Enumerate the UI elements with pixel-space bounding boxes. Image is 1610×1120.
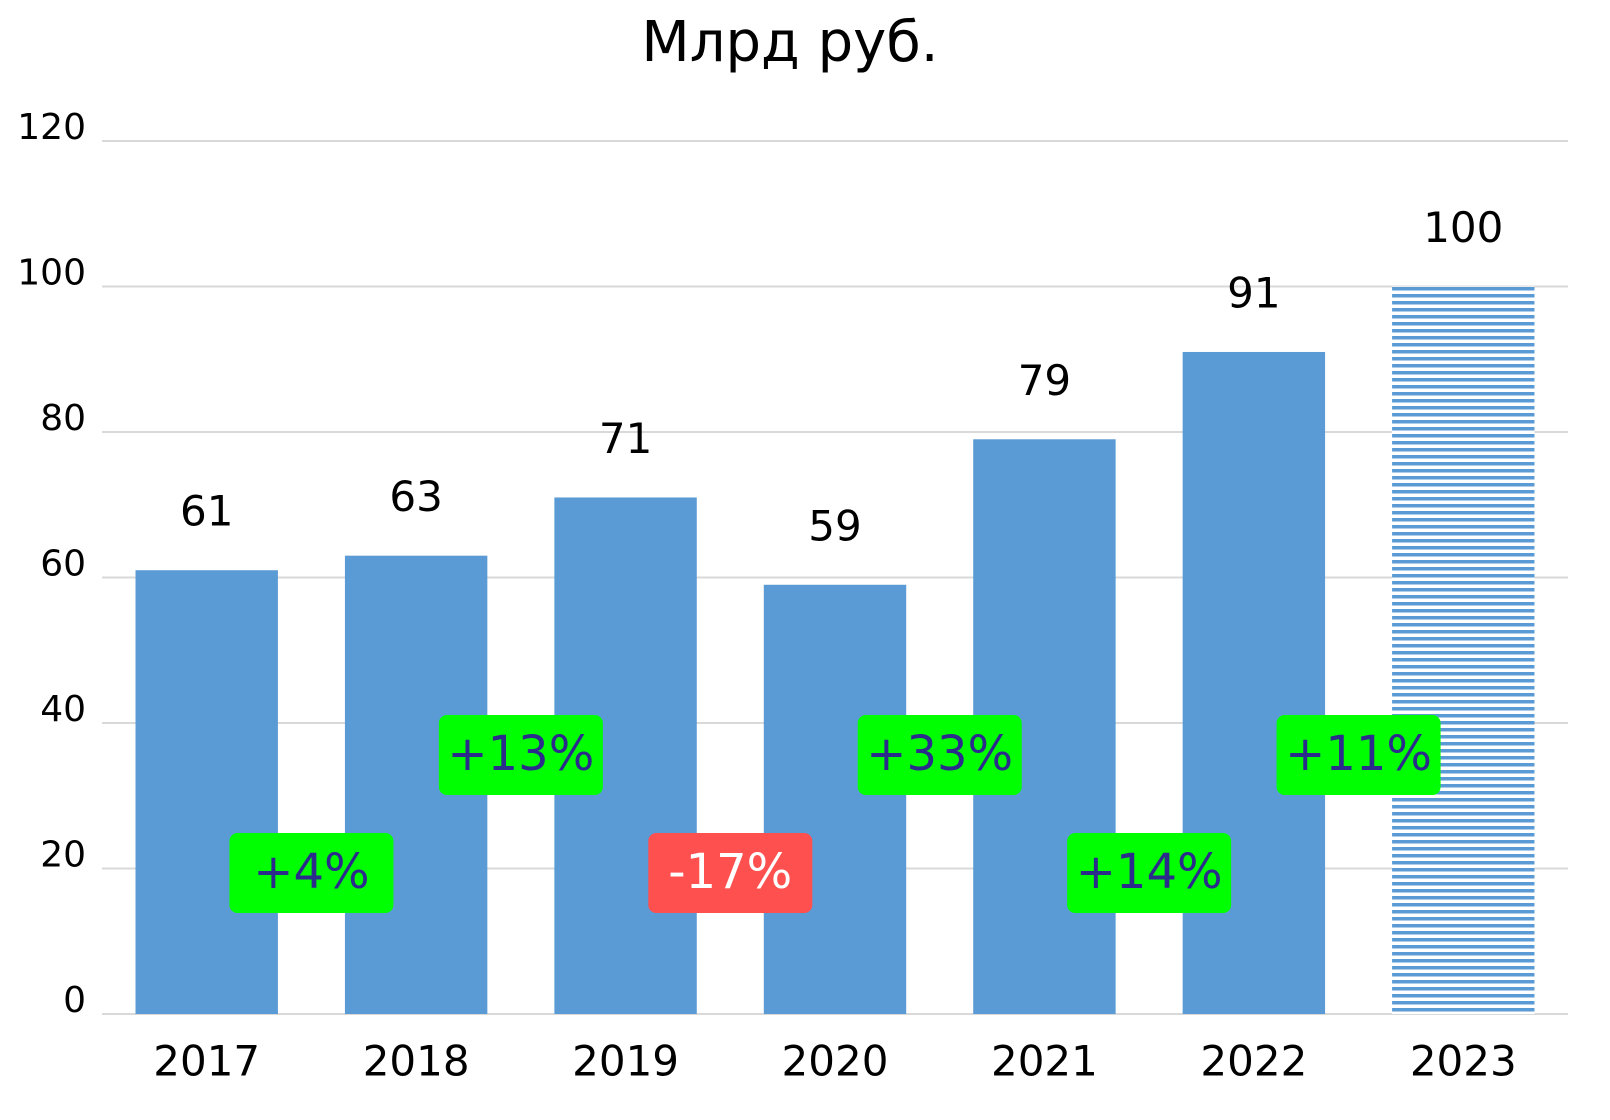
y-tick-label: 0 bbox=[63, 980, 86, 1021]
bar bbox=[1182, 351, 1326, 1015]
x-tick-label: 2022 bbox=[1200, 1037, 1307, 1086]
change-label: +14% bbox=[1076, 844, 1223, 900]
change-badge bbox=[857, 715, 1022, 795]
value-label: 71 bbox=[599, 414, 652, 463]
change-badge bbox=[438, 715, 603, 795]
change-badge bbox=[648, 833, 813, 913]
change-label: -17% bbox=[668, 844, 792, 900]
change-label: +33% bbox=[866, 726, 1013, 782]
x-tick-label: 2020 bbox=[782, 1037, 889, 1086]
value-label: 91 bbox=[1227, 268, 1280, 317]
bar bbox=[1392, 286, 1535, 1014]
bar bbox=[135, 570, 278, 1014]
y-tick-label: 100 bbox=[17, 253, 86, 294]
y-tick-label: 80 bbox=[40, 398, 86, 439]
value-label: 59 bbox=[808, 501, 861, 550]
bar bbox=[763, 584, 907, 1014]
change-label: +4% bbox=[253, 844, 369, 900]
change-badge bbox=[1067, 833, 1232, 913]
y-tick-label: 40 bbox=[40, 689, 86, 730]
change-label: +13% bbox=[447, 726, 594, 782]
x-tick-label: 2017 bbox=[153, 1037, 260, 1086]
change-label: +11% bbox=[1285, 726, 1432, 782]
y-tick-label: 20 bbox=[40, 835, 86, 876]
x-tick-label: 2023 bbox=[1410, 1037, 1517, 1086]
value-label: 79 bbox=[1018, 356, 1071, 405]
change-badge bbox=[1276, 715, 1441, 795]
value-label: 63 bbox=[389, 472, 442, 521]
y-tick-label: 120 bbox=[17, 107, 86, 148]
change-badge bbox=[229, 833, 394, 913]
x-tick-label: 2019 bbox=[572, 1037, 679, 1086]
x-tick-label: 2018 bbox=[363, 1037, 470, 1086]
y-tick-label: 60 bbox=[40, 544, 86, 585]
value-label: 100 bbox=[1423, 203, 1503, 252]
chart-title: Млрд руб. bbox=[641, 10, 938, 75]
value-label: 61 bbox=[180, 487, 233, 536]
x-tick-label: 2021 bbox=[991, 1037, 1098, 1086]
